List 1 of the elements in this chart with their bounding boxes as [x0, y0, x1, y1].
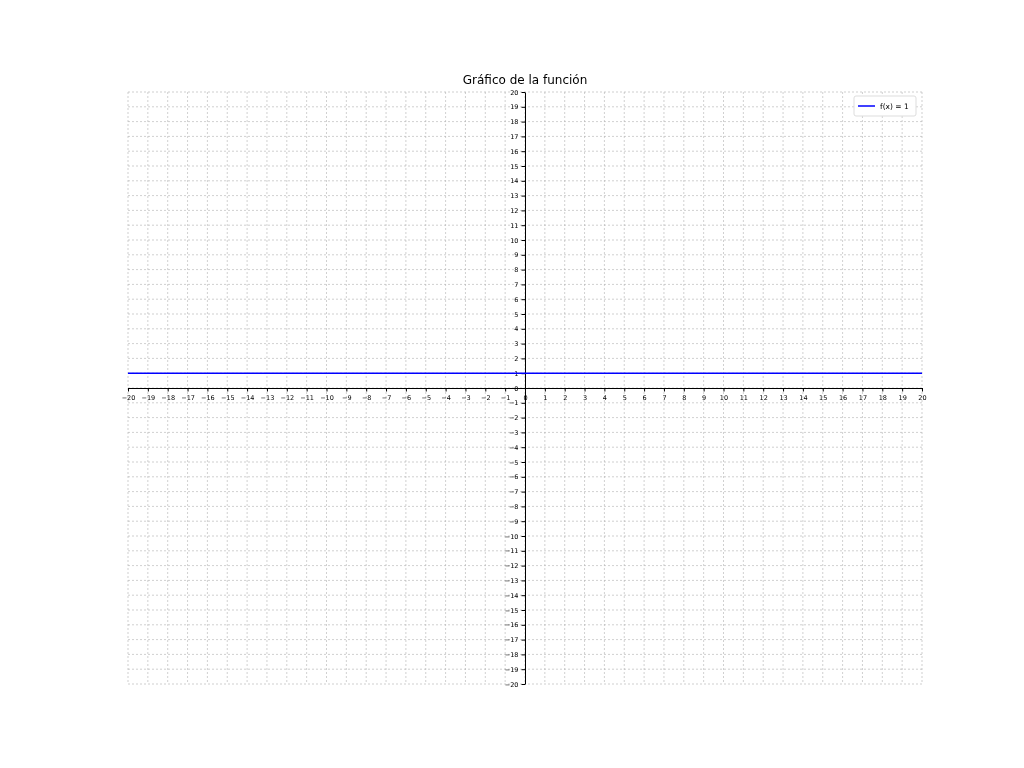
- chart-title: Gráfico de la función: [462, 73, 588, 87]
